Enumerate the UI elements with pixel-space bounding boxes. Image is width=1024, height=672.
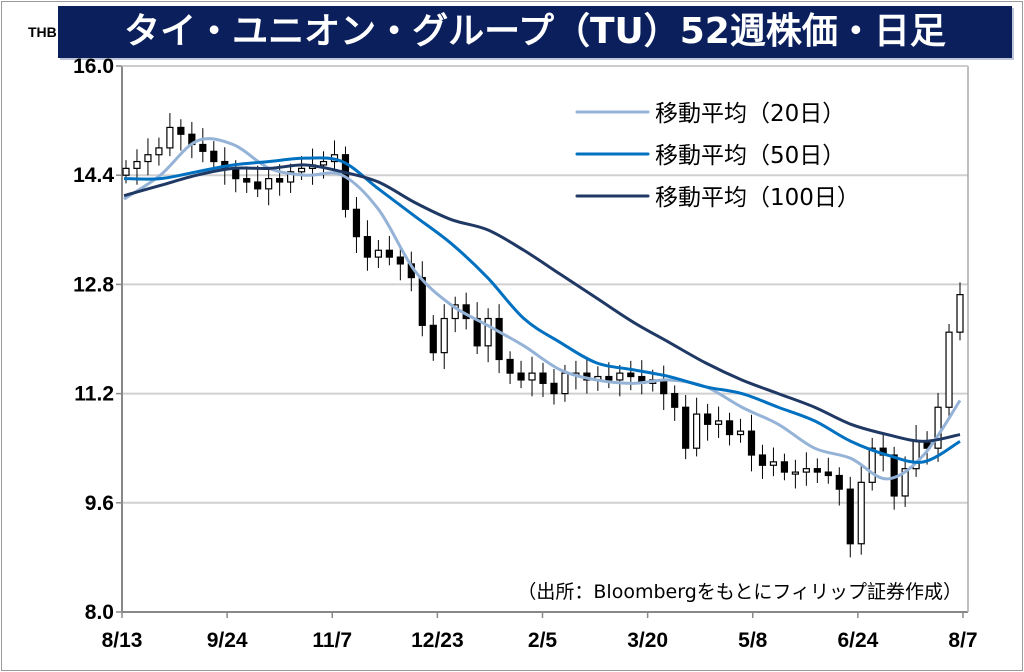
candle-body	[693, 413, 701, 449]
candle-body	[714, 420, 723, 425]
candle-body	[682, 406, 690, 449]
candle-body	[769, 461, 778, 466]
candle-body	[758, 454, 767, 466]
candle-body	[539, 372, 547, 384]
candle-body	[297, 167, 306, 173]
x-tick-label: 2/5	[528, 629, 558, 652]
candle-body	[287, 171, 295, 183]
candle-body	[857, 481, 865, 545]
candle-body	[517, 372, 525, 381]
candle-body	[550, 382, 558, 395]
candle-body	[704, 413, 712, 425]
legend-label: 移動平均（50日）	[655, 143, 845, 169]
candle-body	[561, 372, 569, 395]
candle-body	[813, 468, 821, 473]
candle-body	[747, 430, 756, 456]
x-tick-label: 3/20	[627, 629, 668, 652]
x-tick-label: 12/23	[411, 629, 464, 652]
candle-body	[352, 208, 361, 238]
candle-body	[451, 304, 459, 320]
ma-line-2	[123, 163, 961, 443]
candle-body	[199, 143, 207, 152]
source-note: （出所：Bloombergをもとにフィリップ証券作成）	[517, 581, 962, 603]
candle-body	[605, 375, 613, 381]
candle-body	[671, 393, 679, 408]
candle-body	[660, 379, 668, 395]
y-tick-label: 12.8	[73, 273, 114, 296]
candle-body	[265, 178, 273, 190]
candle-body	[254, 181, 262, 190]
candle-body	[177, 126, 185, 135]
candle-body	[396, 256, 404, 265]
candle-body	[429, 324, 437, 354]
candle-body	[934, 406, 942, 449]
candle-body	[835, 474, 843, 490]
candle-body	[780, 461, 789, 473]
y-tick-label: 11.2	[74, 383, 114, 406]
candle-body	[495, 317, 503, 361]
y-tick-label: 8.0	[85, 601, 114, 624]
candle-body	[319, 160, 328, 166]
candle-body	[166, 126, 174, 149]
candle-body	[736, 430, 745, 436]
candle-body	[725, 420, 734, 436]
candle-body	[616, 372, 624, 381]
chart-title: タイ・ユニオン・グループ（TU）52週株価・日足	[58, 6, 1012, 58]
candle-body	[484, 317, 492, 347]
y-axis-unit: THB	[28, 24, 57, 40]
ma-line-1	[123, 156, 961, 464]
y-tick-label: 9.6	[85, 492, 114, 515]
candle-body	[901, 468, 909, 497]
candle-body	[956, 294, 964, 333]
candle-body	[802, 468, 810, 473]
x-tick-label: 5/8	[738, 629, 768, 652]
candle-body	[791, 471, 799, 475]
candle-body	[506, 358, 514, 374]
candle-body	[627, 372, 635, 378]
candle-body	[144, 154, 152, 163]
candle-body	[133, 160, 141, 169]
candle-body	[341, 154, 350, 210]
candle-body	[846, 488, 854, 545]
candle-body	[122, 167, 130, 176]
x-tick-label: 8/7	[948, 629, 977, 652]
legend-label: 移動平均（100日）	[655, 185, 860, 211]
y-tick-label: 14.4	[73, 164, 114, 187]
candle-body	[243, 178, 251, 183]
x-tick-label: 11/7	[312, 629, 352, 652]
candle-body	[440, 317, 448, 354]
candle-body	[418, 276, 426, 326]
candle-body	[276, 178, 284, 183]
x-tick-label: 8/13	[102, 629, 143, 652]
y-tick-label: 16.0	[73, 55, 114, 78]
candle-body	[363, 236, 372, 258]
candle-body	[868, 447, 876, 483]
candle-body	[374, 249, 382, 258]
x-tick-label: 6/24	[837, 629, 878, 652]
candle-body	[385, 249, 393, 258]
x-tick-label: 9/24	[207, 629, 248, 652]
candle-body	[210, 150, 218, 163]
legend-label: 移動平均（20日）	[655, 101, 845, 127]
candle-body	[155, 147, 163, 156]
candle-body	[945, 331, 953, 408]
candle-body	[824, 471, 832, 477]
candle-body	[528, 372, 536, 381]
candle-body	[232, 167, 240, 180]
